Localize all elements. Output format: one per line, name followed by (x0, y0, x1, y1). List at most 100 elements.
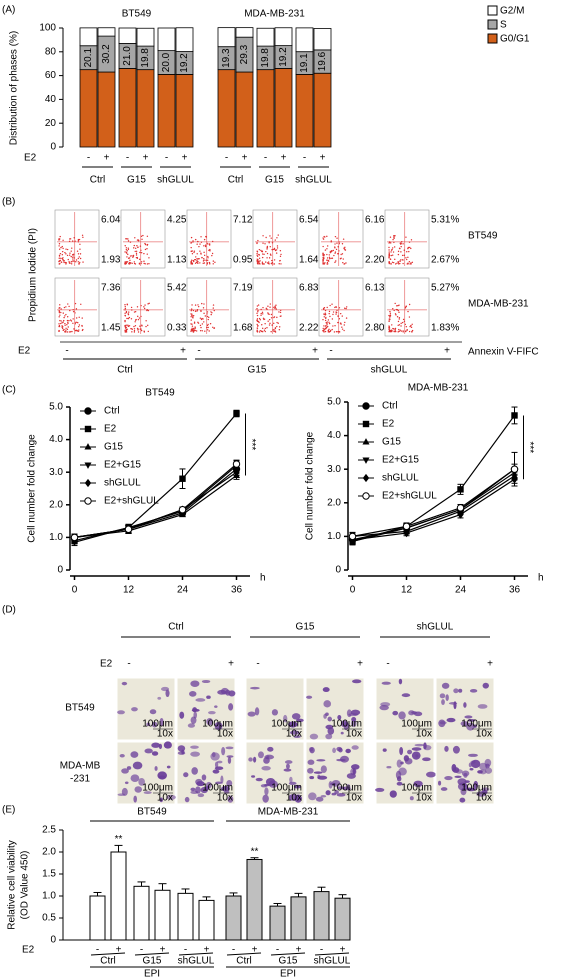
cell-blob (469, 768, 474, 771)
magnification-label: 10x (217, 793, 233, 804)
event-dot (342, 258, 344, 260)
cell-blob (159, 718, 164, 727)
event-dot (61, 257, 64, 260)
event-dot (69, 331, 71, 333)
panel-label: (E) (2, 805, 15, 816)
event-dot (62, 247, 64, 250)
event-dot (191, 259, 193, 261)
bar-segment (118, 68, 137, 148)
event-dot (328, 321, 330, 323)
event-dot (191, 327, 193, 330)
cell-blob (191, 708, 200, 712)
legend-marker (84, 425, 92, 433)
scale-label: 100μm (202, 783, 233, 794)
event-dot (207, 318, 209, 321)
event-dot (410, 326, 413, 329)
event-dot (389, 318, 391, 321)
event-dot (65, 329, 67, 331)
quadrant-percent: 7.19% (233, 283, 261, 294)
event-dot (258, 317, 261, 320)
cell-blob (422, 757, 431, 762)
event-dot (206, 242, 208, 245)
event-dot (134, 250, 136, 253)
event-dot (137, 331, 140, 333)
event-dot (61, 327, 64, 330)
event-dot (125, 252, 128, 254)
event-dot (341, 326, 343, 328)
event-dot (147, 309, 150, 312)
event-dot (144, 242, 146, 245)
event-dot (399, 260, 401, 262)
event-dot (342, 261, 344, 264)
cell-blob (351, 745, 359, 750)
event-dot (62, 239, 64, 241)
event-dot (60, 308, 62, 310)
marker (510, 465, 519, 473)
event-dot (134, 321, 136, 323)
sign-label: + (357, 659, 363, 670)
event-dot (266, 257, 268, 259)
event-dot (276, 316, 278, 319)
event-dot (205, 259, 207, 262)
legend-marker (84, 497, 92, 505)
flow-plot (318, 277, 364, 337)
event-dot (345, 306, 348, 308)
event-dot (199, 250, 201, 252)
event-dot (388, 261, 391, 263)
event-dot (322, 238, 325, 240)
marker (457, 486, 464, 493)
event-dot (143, 306, 145, 308)
event-dot (76, 330, 78, 332)
facet-title: BT549 (137, 807, 167, 818)
quadrant-percent: 1.45% (101, 323, 129, 334)
event-dot (407, 256, 409, 259)
event-dot (196, 258, 199, 260)
legend-label: G15 (382, 437, 401, 448)
event-dot (394, 328, 396, 331)
event-dot (145, 325, 147, 328)
cell-blob (211, 751, 216, 758)
event-dot (148, 257, 150, 259)
event-dot (124, 320, 126, 323)
event-dot (70, 263, 73, 265)
event-dot (268, 324, 271, 326)
event-dot (404, 306, 407, 309)
event-dot (74, 312, 76, 314)
event-dot (138, 262, 141, 264)
event-dot (212, 326, 214, 328)
event-dot (197, 322, 200, 324)
event-dot (78, 316, 80, 318)
y-tick-label: 4.0 (327, 430, 341, 441)
event-dot (82, 236, 84, 239)
flow-plot (186, 209, 232, 269)
cell-blob (444, 745, 449, 752)
cell-blob (217, 689, 227, 695)
event-dot (256, 308, 258, 310)
event-dot (279, 259, 281, 262)
event-dot (74, 302, 77, 305)
flow-plot (186, 277, 232, 337)
cell-blob (288, 794, 299, 801)
event-dot (59, 259, 62, 262)
marker (232, 460, 241, 468)
group-label: shGLUL (371, 365, 408, 376)
event-dot (411, 261, 414, 264)
event-dot (329, 315, 331, 318)
event-dot (212, 307, 214, 309)
event-dot (280, 315, 282, 317)
event-dot (343, 324, 345, 326)
event-dot (77, 325, 80, 328)
value-label: 19.2 (179, 53, 190, 73)
event-dot (398, 311, 400, 314)
cell-blob (293, 784, 301, 789)
sign-label: - (386, 659, 389, 670)
x-tick-label: + (320, 153, 326, 164)
event-dot (266, 308, 268, 310)
event-dot (70, 261, 73, 263)
event-dot (392, 261, 395, 264)
event-dot (125, 310, 128, 313)
event-dot (190, 330, 192, 333)
event-dot (131, 331, 133, 333)
bar-segment (313, 72, 332, 148)
event-dot (338, 307, 341, 309)
